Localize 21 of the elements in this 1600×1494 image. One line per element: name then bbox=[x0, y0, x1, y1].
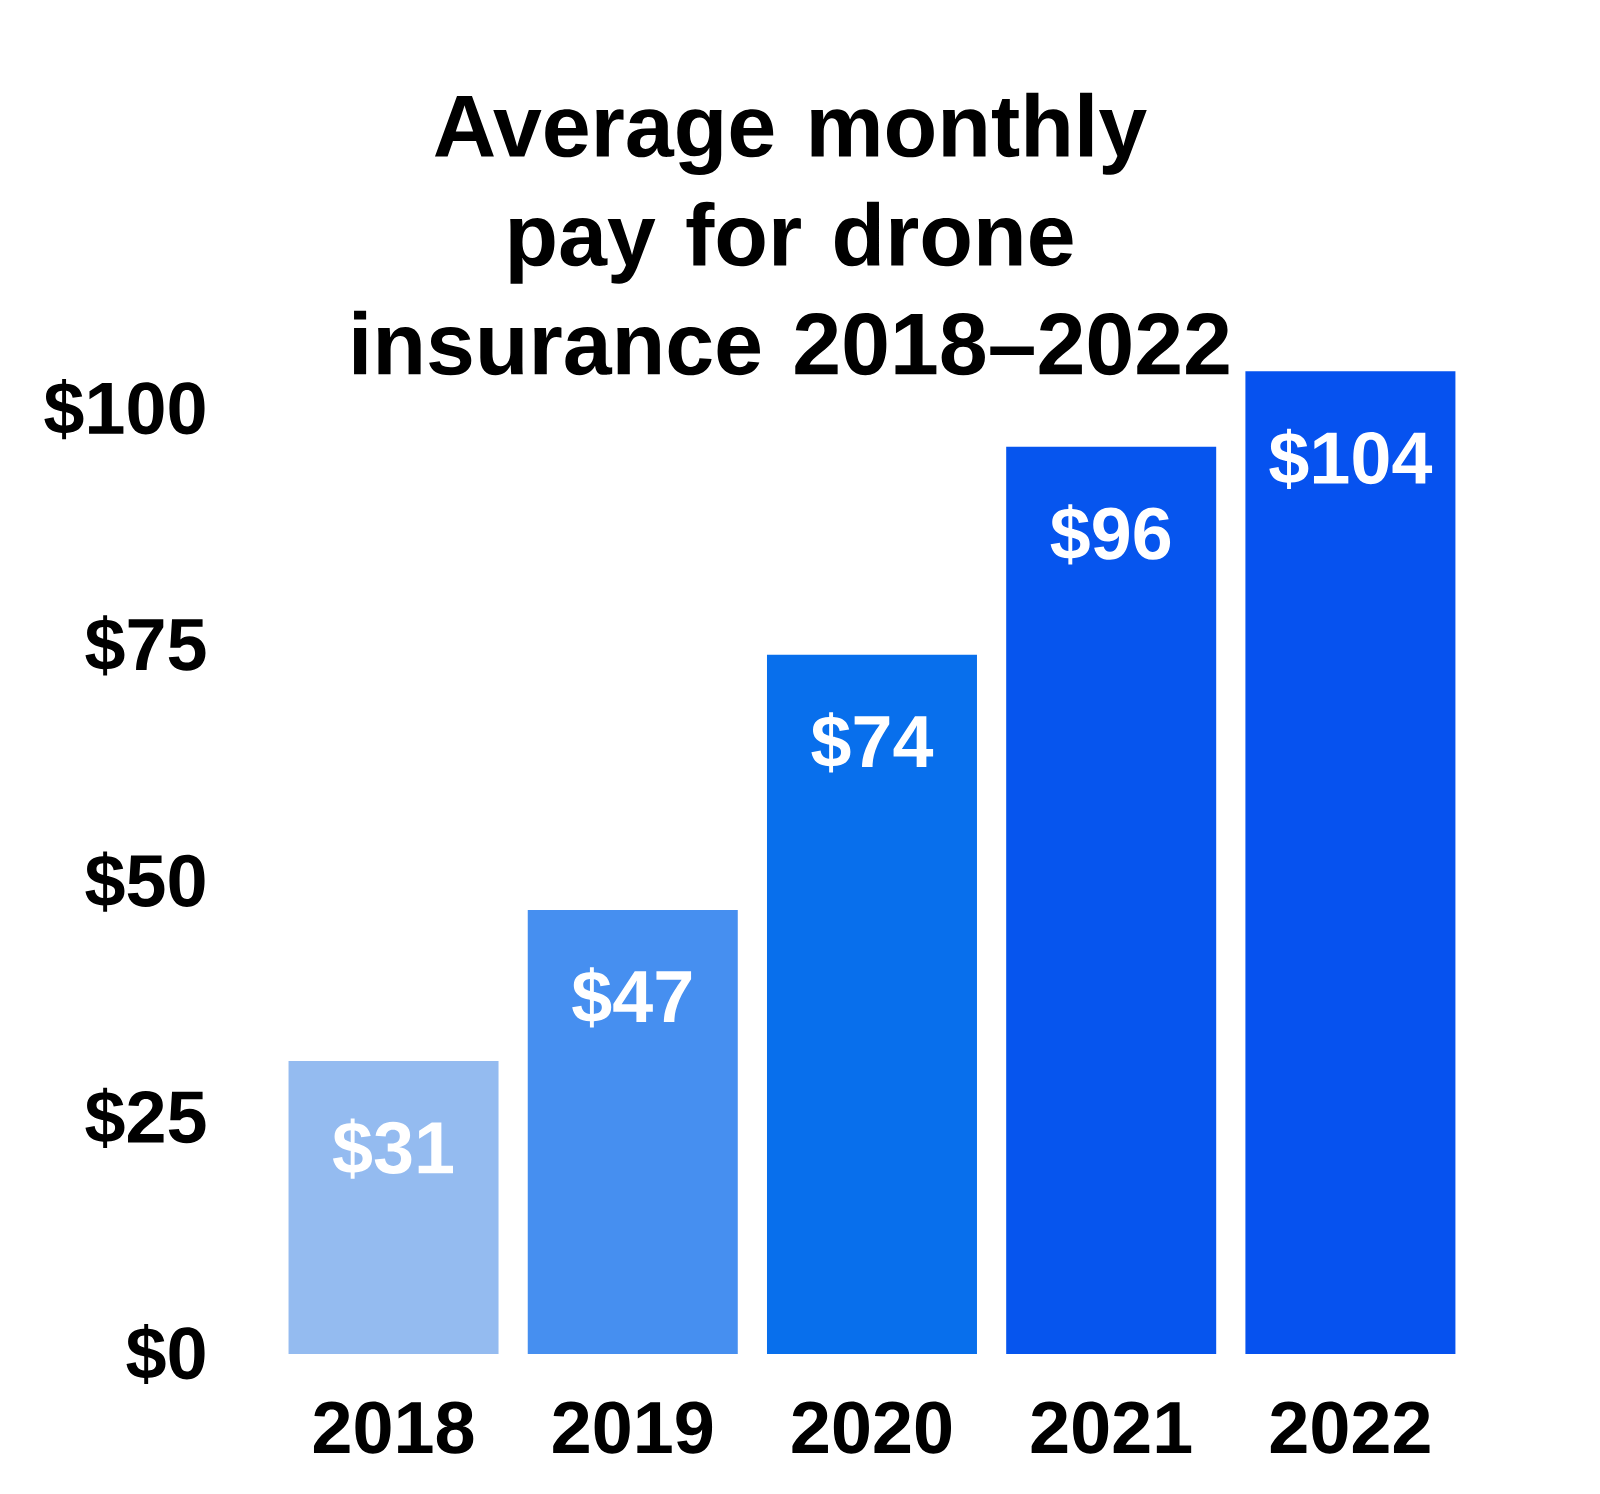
bar bbox=[766, 654, 977, 1355]
bar bbox=[1245, 371, 1456, 1355]
data-label: $104 bbox=[1269, 428, 1433, 489]
bar bbox=[527, 909, 738, 1355]
bar bbox=[1006, 446, 1217, 1355]
y-tick-label: $0 bbox=[126, 1323, 205, 1385]
x-tick-label: 2022 bbox=[1270, 1401, 1430, 1454]
chart-title: Average monthly pay for drone insurance 2018–2022 bbox=[354, 92, 1229, 376]
y-tick-label: $75 bbox=[85, 615, 206, 676]
y-tick-label: $50 bbox=[85, 851, 205, 912]
x-tick-label: 2018 bbox=[313, 1401, 474, 1454]
data-label: $74 bbox=[811, 712, 934, 773]
bar bbox=[288, 1061, 499, 1355]
data-label: $31 bbox=[332, 1118, 454, 1179]
data-label: $47 bbox=[572, 967, 692, 1028]
x-tick-label: 2020 bbox=[792, 1401, 952, 1454]
y-tick-label: $25 bbox=[85, 1087, 206, 1148]
data-label: $96 bbox=[1050, 504, 1171, 565]
x-tick-label: 2019 bbox=[553, 1401, 713, 1454]
x-tick-label: 2021 bbox=[1031, 1401, 1192, 1454]
y-tick-label: $100 bbox=[44, 378, 205, 440]
